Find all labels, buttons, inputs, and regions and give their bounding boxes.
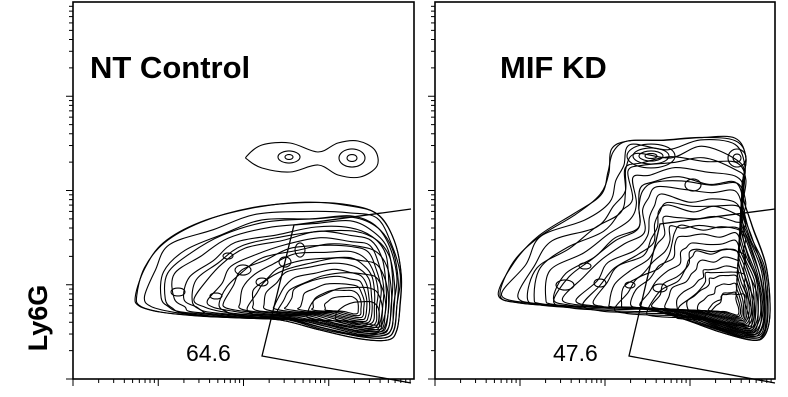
panel-mif-kd: MIF KD 47.6 — [428, 1, 776, 386]
contour-line — [555, 279, 575, 291]
contour-line — [644, 152, 658, 160]
contour-line — [284, 153, 294, 161]
contour-line — [593, 278, 607, 288]
panel-nt-control: NT Control 64.6 — [66, 1, 415, 386]
contour-line — [276, 272, 387, 331]
contour-line — [652, 283, 668, 293]
contour-line — [613, 224, 759, 334]
gate-percentage: 47.6 — [553, 340, 598, 366]
contour-line — [338, 148, 366, 168]
contour-line — [676, 271, 753, 330]
gate-polygon — [628, 208, 776, 384]
axis-ticks — [428, 5, 772, 386]
contour-line — [278, 256, 292, 268]
contour-line — [297, 282, 365, 319]
contour-line — [262, 262, 373, 324]
contour-line — [191, 229, 396, 337]
contour-line — [500, 138, 769, 341]
contour-line — [323, 295, 359, 315]
contour-line — [255, 277, 269, 287]
contour-line — [553, 180, 766, 338]
contour-line — [222, 252, 234, 260]
contour-line — [245, 140, 379, 179]
contour-plot — [497, 135, 771, 341]
gate-percentage: 64.6 — [186, 340, 231, 366]
y-axis-label: Ly6G — [23, 285, 53, 352]
contour-line — [251, 256, 376, 326]
contour-line — [334, 300, 380, 326]
contour-line — [732, 153, 742, 163]
contour-line — [727, 148, 747, 168]
contour-line — [626, 143, 676, 169]
contour-line — [704, 293, 750, 329]
axis-ticks — [66, 5, 411, 386]
panel-title: MIF KD — [500, 50, 607, 85]
panel-title: NT Control — [90, 50, 250, 85]
contour-line — [163, 216, 399, 339]
contour-line — [222, 244, 382, 329]
contour-line — [234, 264, 252, 276]
contour-line — [684, 178, 702, 192]
contour-line — [277, 150, 301, 164]
contour-line — [294, 242, 306, 258]
contour-line — [624, 281, 636, 289]
gate-polygon — [261, 208, 412, 384]
contour-line — [638, 150, 664, 162]
contour-line — [272, 268, 371, 323]
contour-line — [578, 262, 592, 270]
contour-line — [283, 275, 368, 321]
contour-line — [218, 243, 393, 335]
contour-line — [346, 154, 358, 162]
contour-line — [306, 286, 384, 328]
contour-line — [170, 287, 186, 297]
contour-line — [632, 147, 670, 165]
contour-line — [311, 289, 362, 317]
contour-line — [209, 292, 223, 300]
contour-line — [581, 201, 763, 336]
contour-line — [646, 248, 756, 332]
contour-plot — [134, 140, 403, 342]
contour-line — [135, 201, 402, 342]
contour-line — [246, 257, 390, 333]
